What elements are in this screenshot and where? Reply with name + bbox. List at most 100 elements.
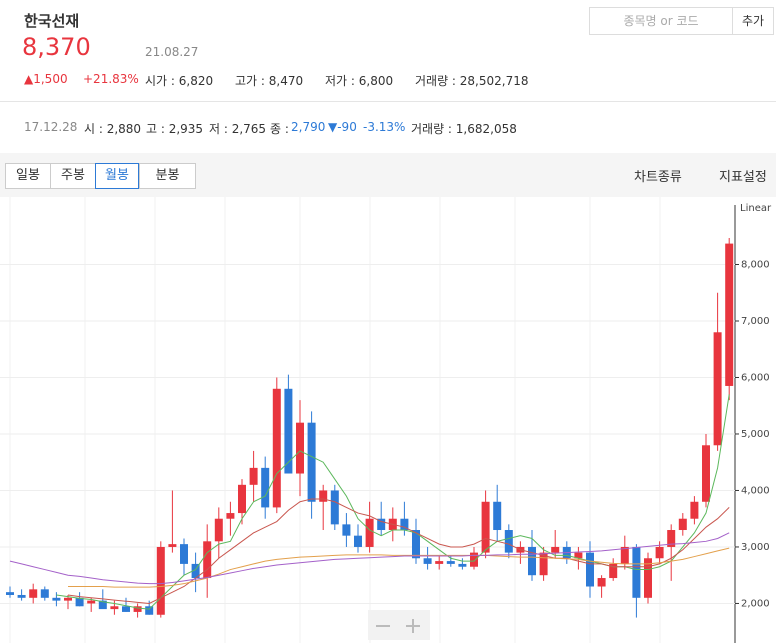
y-tick-label: 7,000 (741, 316, 770, 327)
y-tick-label: 8,000 (741, 259, 770, 270)
candle-body (330, 490, 339, 525)
tab[interactable]: 일봉 (5, 163, 51, 189)
candle-body (493, 501, 502, 531)
candle-body (400, 518, 409, 531)
candle-body (365, 518, 374, 547)
info: 고 : 2,935 (146, 122, 204, 136)
candle-body (632, 546, 641, 598)
candle-body (528, 546, 536, 576)
tab[interactable]: 주봉 (50, 163, 96, 189)
search-box[interactable]: 종목명 or 코드 (589, 7, 733, 35)
candle-body (446, 561, 455, 564)
candle-body (377, 518, 386, 531)
candle-body (203, 541, 212, 579)
candle-body (481, 501, 490, 553)
info-change-pct: -3.13% (363, 120, 406, 134)
info-date: 17.12.28 (24, 120, 78, 134)
zoom[interactable] (368, 610, 430, 640)
stat: 고가 : 8,470 (235, 74, 304, 88)
candle-body (667, 530, 676, 547)
info-close: 2,790 (291, 120, 326, 134)
candle-body (678, 518, 687, 531)
info: 저 : 2,765 (209, 122, 267, 136)
candle-body (17, 594, 26, 598)
tab-active[interactable]: 월봉 (95, 163, 139, 189)
price: 8,370 (22, 33, 91, 61)
candle-body (284, 388, 293, 474)
stat: 거래량 : 28,502,718 (415, 74, 529, 88)
candle-body (354, 535, 362, 547)
candle-body (644, 558, 652, 598)
stat: 저가 : 6,800 (325, 74, 394, 88)
candle-body (64, 597, 72, 601)
candle-body (702, 445, 710, 502)
candle-body (690, 501, 699, 519)
candle-body (226, 513, 235, 519)
candle-body (574, 552, 583, 559)
candle-body (597, 578, 606, 587)
candle-body (6, 592, 14, 595)
candle-body (52, 597, 61, 601)
candle-body (342, 524, 351, 536)
add-button[interactable]: 추가 (732, 7, 774, 35)
candle-body (296, 422, 304, 474)
candle-body (110, 606, 119, 610)
info: 종 : (270, 122, 289, 136)
info: 시 : 2,880 (84, 122, 142, 136)
stock-name: 한국선재 (24, 12, 80, 30)
y-tick-label: 3,000 (741, 542, 770, 553)
date-grid (9, 197, 661, 643)
candle-body (40, 589, 49, 598)
candle-body (504, 530, 513, 553)
candle-body (609, 563, 618, 579)
candle-body (133, 606, 142, 612)
candle-body (586, 552, 594, 587)
candle-body (725, 243, 734, 386)
candle-body (168, 544, 177, 547)
candle-body (214, 518, 223, 542)
candle-body (307, 422, 316, 502)
y-tick-label: 6,000 (741, 372, 770, 383)
stat: 시가 : 6,820 (145, 74, 214, 88)
candle-body (713, 332, 722, 446)
info: 거래량 : 1,682,058 (411, 122, 517, 136)
y-tick-label: 4,000 (741, 485, 770, 496)
candle-body (249, 467, 258, 485)
candle-body (98, 600, 107, 610)
scale-label: Linear (740, 203, 772, 214)
tab[interactable]: 분봉 (139, 163, 196, 189)
candle-body (551, 546, 560, 553)
candle-body (423, 558, 432, 564)
candle-body (156, 546, 165, 615)
candle-body (470, 552, 478, 567)
candle-body (272, 388, 281, 508)
change-pct: +21.83% (83, 72, 139, 86)
candle-body (435, 561, 444, 564)
candle-body (145, 606, 154, 615)
candle-body (261, 467, 270, 508)
ma-line (9, 532, 730, 585)
info-change: ▼-90 (328, 120, 357, 134)
chart-type[interactable]: 차트종류 (634, 170, 682, 185)
candle-body (539, 552, 548, 576)
change: ▲1,500 (24, 72, 68, 86)
candle-body (655, 546, 664, 559)
candle-body (238, 484, 246, 514)
date: 21.08.27 (145, 45, 199, 59)
candle-body (412, 530, 420, 559)
ma-line (67, 498, 730, 604)
candle-body (319, 490, 328, 502)
candle-body (191, 563, 200, 579)
indicator-settings[interactable]: 지표설정 (719, 170, 767, 185)
divider (0, 101, 776, 102)
candle-body (458, 563, 467, 567)
y-tick-label: 5,000 (741, 429, 770, 440)
ma-line (68, 547, 730, 588)
candle-body (87, 600, 96, 604)
candle-body (122, 606, 130, 612)
chart: Linear 2,000 3,000 4,000 5,000 6,000 7,000 8,0… (0, 197, 772, 643)
candle-body (29, 589, 38, 598)
candle-body (75, 597, 84, 607)
candle-body (180, 544, 188, 564)
